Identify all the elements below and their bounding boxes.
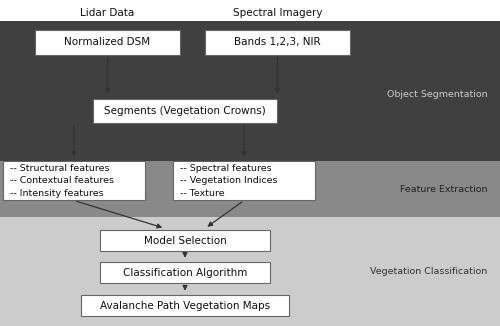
Text: Feature Extraction: Feature Extraction xyxy=(400,185,488,194)
FancyBboxPatch shape xyxy=(92,98,278,123)
Text: -- Structural features
-- Contextual features
-- Intensity features: -- Structural features -- Contextual fea… xyxy=(10,164,114,198)
Text: Normalized DSM: Normalized DSM xyxy=(64,37,150,47)
Text: Vegetation Classification: Vegetation Classification xyxy=(370,267,488,276)
Text: Classification Algorithm: Classification Algorithm xyxy=(123,268,247,278)
Text: Segments (Vegetation Crowns): Segments (Vegetation Crowns) xyxy=(104,106,266,116)
Text: -- Spectral features
-- Vegetation Indices
-- Texture: -- Spectral features -- Vegetation Indic… xyxy=(180,164,278,198)
FancyBboxPatch shape xyxy=(173,161,316,200)
FancyBboxPatch shape xyxy=(205,30,350,54)
Bar xyxy=(0,21,500,161)
FancyBboxPatch shape xyxy=(100,230,270,251)
FancyBboxPatch shape xyxy=(100,262,270,283)
Text: Spectral Imagery: Spectral Imagery xyxy=(233,8,322,18)
Bar xyxy=(0,217,500,326)
Text: Object Segmentation: Object Segmentation xyxy=(387,90,488,99)
FancyBboxPatch shape xyxy=(81,295,289,316)
FancyBboxPatch shape xyxy=(35,30,180,54)
Bar xyxy=(0,161,500,217)
Bar xyxy=(0,0,500,21)
FancyBboxPatch shape xyxy=(3,161,145,200)
Text: Bands 1,2,3, NIR: Bands 1,2,3, NIR xyxy=(234,37,321,47)
Text: Avalanche Path Vegetation Maps: Avalanche Path Vegetation Maps xyxy=(100,301,270,311)
Text: Model Selection: Model Selection xyxy=(144,236,226,245)
Text: Lidar Data: Lidar Data xyxy=(80,8,134,18)
